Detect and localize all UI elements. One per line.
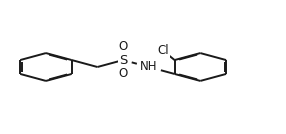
- Text: Cl: Cl: [158, 44, 169, 57]
- Text: O: O: [118, 67, 128, 80]
- Text: NH: NH: [140, 60, 158, 74]
- Text: S: S: [119, 54, 127, 67]
- Text: O: O: [118, 40, 128, 53]
